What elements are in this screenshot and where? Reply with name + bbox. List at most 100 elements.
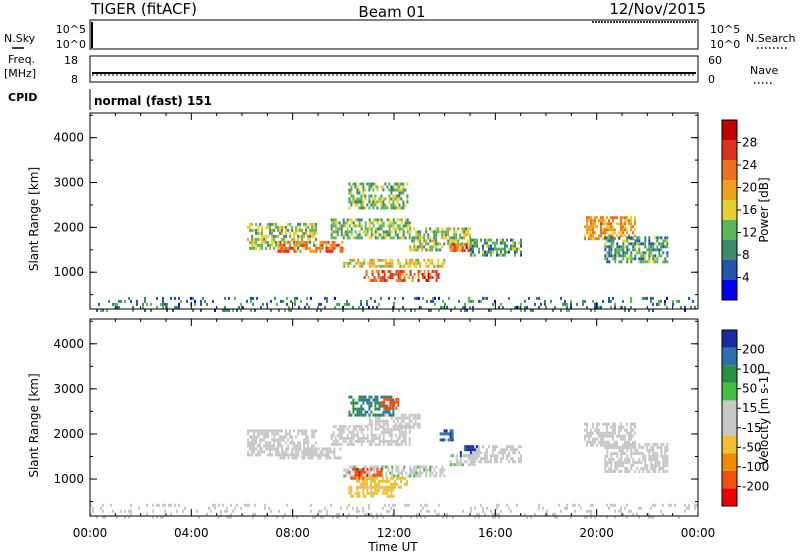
range-gate-cell (374, 404, 377, 408)
scatter-feature (584, 216, 636, 241)
range-gate-cell (429, 474, 432, 478)
range-gate-cell (287, 447, 290, 451)
range-gate-cell (439, 471, 442, 475)
range-gate-cell (397, 400, 400, 404)
range-gate-cell (96, 308, 98, 312)
range-gate-cell (342, 436, 345, 440)
range-gate-cell (429, 276, 432, 279)
range-gate-cell (303, 222, 306, 226)
range-gate-cell (368, 416, 371, 420)
range-gate-cell (394, 416, 397, 420)
range-gate-cell (390, 206, 393, 210)
colorbar-segment (722, 453, 737, 471)
range-gate-cell (648, 254, 651, 258)
range-gate-cell (352, 182, 355, 186)
range-gate-cell (612, 245, 615, 249)
range-gate-cell (472, 241, 474, 245)
range-gate-cell (285, 246, 288, 250)
range-gate-cell (204, 299, 206, 303)
range-gate-cell (364, 224, 367, 228)
range-gate-cell (586, 443, 588, 447)
range-gate-cell (404, 221, 407, 225)
range-gate-cell (445, 227, 448, 231)
range-gate-cell (291, 438, 294, 442)
range-gate-cell (447, 230, 450, 234)
range-gate-cell (294, 296, 296, 300)
range-gate-cell (588, 431, 590, 435)
range-gate-cell (534, 302, 536, 306)
range-gate-cell (606, 464, 609, 467)
range-gate-cell (652, 449, 655, 452)
range-gate-cell (261, 246, 264, 250)
range-gate-cell (646, 470, 649, 473)
range-gate-cell (263, 237, 266, 241)
range-gate-cell (224, 509, 226, 513)
range-gate-cell (463, 249, 466, 253)
range-gate-cell (269, 228, 272, 232)
range-gate-cell (388, 427, 391, 431)
range-gate-cell (598, 428, 600, 432)
range-gate-cell (467, 463, 470, 467)
range-gate-cell (658, 299, 660, 303)
range-gate-cell (594, 222, 596, 226)
range-gate-cell (291, 456, 294, 460)
range-gate-cell (269, 453, 272, 457)
range-gate-cell (465, 230, 468, 234)
range-gate-cell (590, 431, 592, 435)
range-gate-cell (457, 227, 460, 231)
range-gate-cell (514, 451, 516, 455)
range-gate-cell (686, 506, 688, 510)
range-gate-cell (400, 413, 403, 417)
range-gate-cell (500, 302, 502, 306)
range-gate-cell (666, 260, 669, 264)
range-gate-cell (666, 446, 669, 449)
range-gate-cell (478, 454, 480, 458)
range-gate-cell (275, 453, 278, 457)
range-gate-cell (453, 246, 456, 250)
range-gate-cell (492, 241, 494, 245)
range-gate-cell (638, 257, 641, 261)
range-gate-cell (461, 454, 464, 458)
range-gate-cell (386, 206, 389, 210)
range-gate-cell (409, 468, 412, 472)
range-gate-cell (377, 258, 380, 262)
range-gate-cell (666, 245, 669, 249)
range-gate-cell (614, 509, 616, 513)
range-gate-cell (281, 438, 284, 442)
range-gate-cell (255, 243, 258, 247)
range-gate-cell (462, 509, 464, 513)
range-gate-cell (390, 188, 393, 192)
range-gate-cell (297, 429, 300, 433)
range-gate-cell (654, 242, 657, 246)
range-gate-cell (350, 188, 353, 192)
range-gate-cell (281, 447, 284, 451)
range-gate-cell (662, 242, 665, 246)
range-gate-cell (320, 509, 322, 513)
range-gate-cell (421, 465, 424, 469)
range-gate-cell (326, 296, 328, 300)
range-gate-cell (311, 225, 314, 229)
range-gate-cell (392, 194, 395, 198)
range-gate-cell (632, 461, 635, 464)
range-gate-cell (291, 246, 294, 250)
range-gate-cell (606, 239, 609, 243)
range-gate-cell (273, 234, 276, 238)
range-gate-cell (369, 471, 372, 475)
range-gate-cell (178, 305, 180, 309)
range-gate-cell (612, 296, 614, 300)
range-gate-cell (620, 452, 623, 455)
range-gate-cell (152, 509, 154, 513)
range-gate-cell (628, 222, 630, 226)
range-gate-cell (624, 216, 626, 220)
range-gate-cell (358, 407, 361, 411)
range-gate-cell (664, 470, 667, 473)
range-gate-cell (400, 422, 403, 426)
nsky-tick-top: 10^5 (56, 23, 86, 36)
range-gate-cell (616, 443, 619, 446)
range-gate-cell (648, 449, 651, 452)
range-gate-cell (392, 425, 395, 429)
range-gate-cell (311, 447, 314, 451)
range-gate-cell (622, 245, 625, 249)
range-gate-cell (348, 512, 350, 516)
